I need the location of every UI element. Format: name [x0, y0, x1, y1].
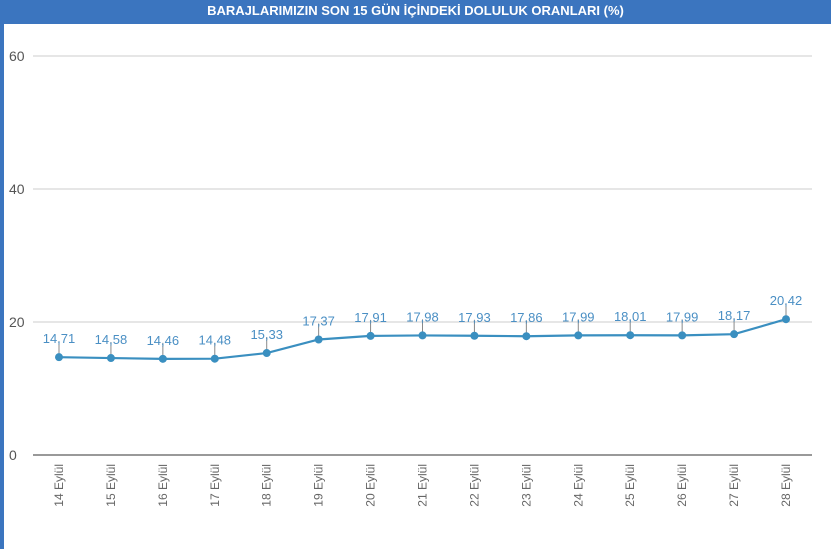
x-tick-label: 23 Eylül: [519, 464, 533, 507]
data-point[interactable]: [366, 331, 375, 340]
data-point[interactable]: [782, 315, 790, 324]
data-labels: 14,71 14,58 14,46 14,48 15,33 17,37 17,91 17,98…: [43, 293, 803, 348]
data-point[interactable]: [418, 331, 427, 340]
gridlines: [33, 55, 812, 456]
data-label: 14,71: [43, 331, 76, 346]
data-label: 20,42: [770, 293, 803, 308]
data-point[interactable]: [210, 354, 219, 363]
y-axis-ticks: 0 20 40 60: [9, 48, 25, 463]
x-tick-label: 14 Eylül: [52, 464, 66, 507]
data-label: 17,91: [354, 310, 387, 325]
x-tick-label: 16 Eylül: [156, 464, 170, 507]
data-label: 17,99: [666, 309, 699, 324]
x-tick-label: 26 Eylül: [675, 464, 689, 507]
data-label: 14,48: [199, 333, 232, 348]
x-tick-label: 25 Eylül: [623, 464, 637, 507]
data-label: 18,01: [614, 309, 647, 324]
x-tick-label: 20 Eylül: [364, 464, 378, 507]
x-tick-label: 27 Eylül: [727, 464, 741, 507]
data-label: 15,33: [250, 327, 283, 342]
data-label: 18,17: [718, 308, 751, 323]
data-point[interactable]: [106, 354, 115, 363]
data-point[interactable]: [626, 331, 635, 340]
y-tick-label: 20: [9, 314, 25, 330]
data-label: 17,99: [562, 309, 595, 324]
data-point[interactable]: [262, 349, 271, 358]
data-label: 14,46: [147, 333, 180, 348]
x-tick-label: 17 Eylül: [208, 464, 222, 507]
x-tick-label: 21 Eylül: [416, 464, 430, 507]
data-point[interactable]: [522, 332, 531, 341]
chart-title: BARAJLARIMIZIN SON 15 GÜN İÇİNDEKİ DOLUL…: [0, 0, 831, 24]
data-label: 17,98: [406, 309, 439, 324]
data-label: 17,86: [510, 310, 543, 325]
y-tick-label: 40: [9, 181, 25, 197]
y-tick-label: 0: [9, 447, 17, 463]
data-point[interactable]: [574, 331, 583, 340]
data-point[interactable]: [730, 330, 739, 339]
data-point[interactable]: [470, 331, 479, 340]
left-border: [0, 24, 4, 549]
data-point[interactable]: [158, 354, 167, 363]
data-point[interactable]: [314, 335, 323, 344]
data-label: 17,93: [458, 310, 491, 325]
data-label: 17,37: [302, 313, 335, 328]
x-tick-label: 19 Eylül: [312, 464, 326, 507]
x-tick-label: 24 Eylül: [571, 464, 585, 507]
x-tick-label: 18 Eylül: [260, 464, 274, 507]
x-tick-label: 22 Eylül: [467, 464, 481, 507]
data-label: 14,58: [95, 332, 128, 347]
data-point[interactable]: [678, 331, 687, 340]
x-axis-labels: 14 Eylül 15 Eylül 16 Eylül 17 Eylül 18 Eylül…: [52, 464, 793, 507]
data-point[interactable]: [55, 353, 63, 362]
y-tick-label: 60: [9, 48, 25, 64]
x-tick-label: 28 Eylül: [779, 464, 793, 507]
data-points: [55, 315, 790, 363]
x-tick-label: 15 Eylül: [104, 464, 118, 507]
